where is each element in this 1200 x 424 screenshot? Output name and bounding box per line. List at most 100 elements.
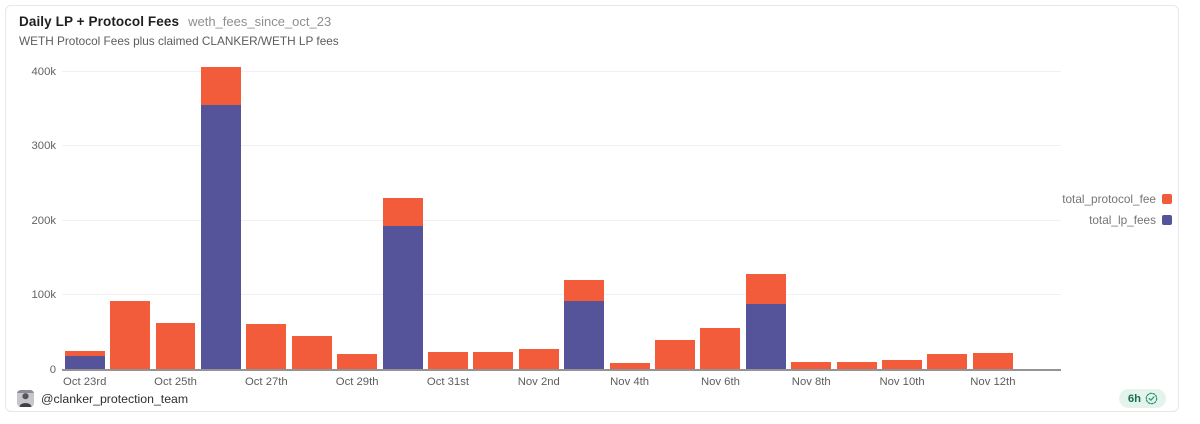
y-tick-label: 0 bbox=[49, 364, 56, 376]
stacked-bar-nov-10 bbox=[882, 360, 922, 370]
x-tick-label: Oct 23rd bbox=[63, 376, 107, 388]
bar-slot bbox=[743, 65, 788, 370]
x-tick-label: Oct 31st bbox=[426, 376, 470, 388]
bar-slot bbox=[925, 65, 970, 370]
gridline bbox=[62, 145, 1061, 147]
y-tick-label: 100k bbox=[31, 289, 57, 302]
x-tick-label: Nov 8th bbox=[791, 376, 831, 388]
bar-segment-protocol bbox=[836, 361, 877, 370]
stacked-bar-oct-23 bbox=[64, 350, 105, 370]
bar-segment-protocol bbox=[518, 349, 559, 370]
bar-slot bbox=[607, 65, 652, 370]
y-tick-label: 200k bbox=[31, 214, 57, 227]
stacked-bar-nov-7 bbox=[745, 273, 786, 370]
bar-slot bbox=[516, 65, 561, 370]
legend-label: total_protocol_fee bbox=[1062, 192, 1156, 206]
data-freshness-badge: 6h bbox=[1118, 389, 1166, 408]
bar-slot bbox=[289, 65, 334, 370]
chart-header: Daily LP + Protocol Fees weth_fees_since… bbox=[19, 14, 1165, 48]
stacked-bar-oct-28 bbox=[291, 336, 332, 370]
x-tick-label: Nov 2nd bbox=[517, 376, 560, 388]
x-tick-label: Oct 29th bbox=[335, 376, 379, 388]
y-axis-labels: 0 100k 200k 300k 400k bbox=[6, 65, 57, 376]
bar-segment-protocol bbox=[64, 350, 105, 356]
stacked-bar-nov-5 bbox=[655, 340, 695, 370]
author-block[interactable]: @clanker_protection_team bbox=[17, 390, 188, 407]
stacked-bar-oct-30 bbox=[382, 198, 423, 370]
bar-segment-protocol bbox=[927, 353, 968, 370]
bar-slot bbox=[789, 65, 834, 370]
x-axis-labels: Oct 23rd Oct 25th Oct 27th Oct 29th Oct 31st… bbox=[62, 376, 1061, 391]
stacked-bar-oct-24 bbox=[110, 301, 151, 370]
bar-segment-lp bbox=[564, 300, 605, 370]
bar-segment-protocol bbox=[972, 352, 1013, 370]
stacked-bar-oct-29 bbox=[337, 353, 378, 370]
legend-label: total_lp_fees bbox=[1089, 213, 1156, 227]
bar-slot bbox=[879, 65, 924, 370]
stacked-bar-nov-2 bbox=[518, 349, 559, 370]
stacked-bar-oct-31 bbox=[427, 352, 468, 370]
chart-subtitle: WETH Protocol Fees plus claimed CLANKER/… bbox=[19, 34, 339, 48]
legend-item-total_protocol_fee[interactable]: total_protocol_fee bbox=[1062, 192, 1172, 206]
bar-segment-protocol bbox=[882, 360, 922, 370]
bar-segment-protocol bbox=[246, 323, 287, 370]
badge-check-icon bbox=[1145, 392, 1158, 405]
bar-slot bbox=[698, 65, 743, 370]
bar-slot bbox=[652, 65, 697, 370]
bar-slot bbox=[1016, 65, 1061, 370]
bar-slot bbox=[244, 65, 289, 370]
bar-slot bbox=[561, 65, 606, 370]
bar-segment-protocol bbox=[473, 352, 514, 370]
gridline bbox=[62, 219, 1061, 221]
bar-slot bbox=[62, 65, 107, 370]
bar-segment-protocol bbox=[155, 323, 196, 370]
bar-segment-lp bbox=[745, 304, 786, 370]
query-name-link[interactable]: weth_fees_since_oct_23 bbox=[188, 14, 332, 29]
chart-title: Daily LP + Protocol Fees bbox=[19, 14, 180, 29]
bar-segment-lp bbox=[382, 226, 423, 370]
x-tick-label: Oct 27th bbox=[244, 376, 288, 388]
bar-segment-protocol bbox=[291, 336, 332, 370]
bar-slot bbox=[153, 65, 198, 370]
chart-widget-card: Daily LP + Protocol Fees weth_fees_since… bbox=[5, 5, 1179, 412]
avatar bbox=[17, 390, 34, 407]
x-tick-label: Nov 10th bbox=[879, 376, 925, 388]
stacked-bar-nov-4 bbox=[609, 363, 650, 370]
bar-segment-protocol bbox=[609, 363, 650, 370]
stacked-bar-nov-6 bbox=[700, 328, 741, 370]
bar-segment-protocol bbox=[200, 67, 241, 106]
bar-segment-protocol bbox=[427, 352, 468, 370]
bar-segment-protocol bbox=[745, 273, 786, 305]
stacked-bar-oct-25 bbox=[155, 323, 196, 370]
bar-segment-protocol bbox=[110, 301, 151, 370]
chart-legend: total_protocol_fee total_lp_fees bbox=[1062, 192, 1172, 227]
bar-segment-protocol bbox=[791, 361, 832, 370]
bar-segment-protocol bbox=[382, 198, 423, 227]
bar-segment-protocol bbox=[655, 340, 695, 370]
stacked-bar-nov-3 bbox=[564, 280, 605, 370]
bar-slot bbox=[425, 65, 470, 370]
author-handle[interactable]: @clanker_protection_team bbox=[41, 391, 189, 406]
gridline bbox=[62, 70, 1061, 72]
plot-area bbox=[62, 65, 1061, 371]
stacked-bar-nov-8 bbox=[791, 361, 832, 370]
bar-segment-protocol bbox=[564, 280, 605, 301]
stacked-bar-nov-1 bbox=[473, 352, 514, 370]
bar-slot bbox=[970, 65, 1015, 370]
bar-segment-lp bbox=[200, 105, 241, 370]
stacked-bar-nov-9 bbox=[836, 361, 877, 370]
legend-item-total_lp_fees[interactable]: total_lp_fees bbox=[1089, 213, 1172, 227]
stacked-bar-nov-12 bbox=[972, 352, 1013, 370]
x-tick-label: Nov 12th bbox=[970, 376, 1016, 388]
bar-segment-lp bbox=[64, 355, 105, 370]
legend-swatch bbox=[1162, 215, 1172, 225]
card-footer: @clanker_protection_team 6h bbox=[17, 389, 1166, 408]
bar-slot bbox=[107, 65, 152, 370]
bar-segment-protocol bbox=[700, 328, 741, 370]
bars-container bbox=[62, 65, 1061, 370]
x-axis-line bbox=[62, 369, 1061, 371]
x-tick-label: Nov 4th bbox=[610, 376, 650, 388]
x-tick-label: Oct 25th bbox=[154, 376, 197, 388]
bar-slot bbox=[471, 65, 516, 370]
